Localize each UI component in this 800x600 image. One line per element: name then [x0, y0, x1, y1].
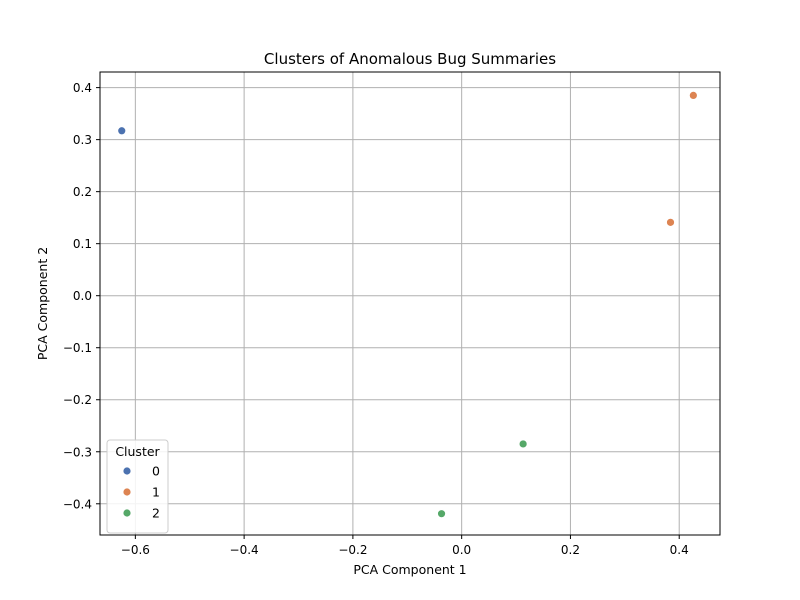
y-tick-label: −0.4 [63, 497, 92, 511]
y-tick-label: 0.2 [73, 185, 92, 199]
data-point-cluster-2 [518, 439, 528, 449]
x-tick-label: 0.4 [670, 543, 689, 557]
x-tick-label: −0.2 [338, 543, 367, 557]
y-tick-label: −0.3 [63, 445, 92, 459]
y-tick-label: −0.2 [63, 393, 92, 407]
y-axis-ticks: −0.4 −0.3 −0.2 −0.1 0.0 0.1 0.2 0.3 0.4 [63, 81, 100, 511]
legend-marker-cluster-0 [122, 466, 132, 476]
x-axis-label: PCA Component 1 [353, 562, 466, 577]
data-point-cluster-1 [666, 217, 675, 227]
legend-title: Cluster [115, 444, 160, 459]
data-point-cluster-2 [437, 509, 446, 519]
x-tick-label: −0.4 [230, 543, 259, 557]
legend-label-cluster-2: 2 [152, 506, 160, 521]
y-axis-label: PCA Component 2 [35, 247, 50, 360]
chart-title: Clusters of Anomalous Bug Summaries [264, 50, 556, 68]
x-axis-ticks: −0.6 −0.4 −0.2 0.0 0.2 0.4 [121, 535, 689, 557]
legend-box [106, 439, 169, 534]
legend-label-cluster-0: 0 [152, 464, 160, 479]
legend-marker-cluster-2 [122, 508, 132, 518]
data-points [117, 91, 698, 519]
grid-lines [100, 72, 720, 535]
legend-label-cluster-1: 1 [152, 485, 160, 500]
y-tick-label: 0.3 [73, 133, 92, 147]
x-tick-label: 0.2 [561, 543, 580, 557]
plot-area-frame [99, 71, 721, 536]
legend: Cluster 0 1 2 [106, 439, 169, 534]
y-tick-label: 0.4 [73, 81, 92, 95]
x-tick-label: 0.0 [452, 543, 471, 557]
data-point-cluster-1 [688, 91, 698, 100]
legend-marker-cluster-1 [122, 487, 132, 497]
y-tick-label: 0.1 [73, 237, 92, 251]
y-tick-label: −0.1 [63, 341, 92, 355]
legend-items: 0 1 2 [122, 464, 160, 521]
data-point-cluster-0 [117, 126, 127, 136]
y-tick-label: 0.0 [73, 289, 92, 303]
x-tick-label: −0.6 [121, 543, 150, 557]
